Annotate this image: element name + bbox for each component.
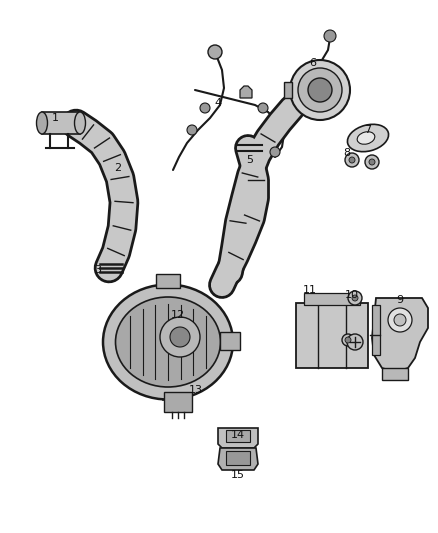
- Circle shape: [352, 295, 358, 301]
- Circle shape: [270, 147, 280, 157]
- Circle shape: [208, 45, 222, 59]
- Bar: [42, 112, 80, 134]
- Circle shape: [160, 317, 200, 357]
- Circle shape: [347, 334, 363, 350]
- Ellipse shape: [116, 297, 220, 387]
- Circle shape: [170, 327, 190, 347]
- Ellipse shape: [347, 124, 389, 152]
- Bar: [296, 303, 368, 368]
- Text: 14: 14: [231, 430, 245, 440]
- Circle shape: [342, 334, 354, 346]
- Bar: [304, 293, 360, 305]
- Text: 11: 11: [303, 285, 317, 295]
- Text: 13: 13: [189, 385, 203, 395]
- Circle shape: [324, 30, 336, 42]
- Circle shape: [394, 314, 406, 326]
- Polygon shape: [240, 86, 252, 98]
- Bar: [156, 274, 180, 288]
- Text: 8: 8: [343, 148, 350, 158]
- Bar: [164, 392, 192, 412]
- Bar: [226, 430, 250, 442]
- Polygon shape: [372, 298, 428, 372]
- Polygon shape: [218, 428, 258, 448]
- Text: 10: 10: [345, 290, 359, 300]
- Text: 12: 12: [171, 310, 185, 320]
- Bar: [284, 82, 292, 98]
- Text: 1: 1: [52, 113, 59, 123]
- Bar: [382, 368, 408, 380]
- Polygon shape: [218, 448, 258, 470]
- Text: 15: 15: [231, 470, 245, 480]
- Bar: [226, 451, 250, 465]
- Text: 9: 9: [396, 295, 403, 305]
- Text: 6: 6: [310, 58, 317, 68]
- Circle shape: [200, 103, 210, 113]
- Text: 3: 3: [95, 265, 102, 275]
- Text: 2: 2: [114, 163, 122, 173]
- Circle shape: [369, 159, 375, 165]
- Circle shape: [290, 60, 350, 120]
- Ellipse shape: [74, 112, 85, 134]
- Text: 4: 4: [215, 98, 222, 108]
- Ellipse shape: [103, 285, 233, 400]
- Circle shape: [258, 103, 268, 113]
- Polygon shape: [220, 332, 240, 350]
- Ellipse shape: [357, 132, 375, 144]
- Bar: [372, 305, 380, 355]
- Circle shape: [187, 125, 197, 135]
- Circle shape: [348, 291, 362, 305]
- Circle shape: [308, 78, 332, 102]
- Circle shape: [388, 308, 412, 332]
- Circle shape: [345, 153, 359, 167]
- Circle shape: [345, 337, 351, 343]
- Text: 7: 7: [364, 125, 371, 135]
- Circle shape: [365, 155, 379, 169]
- Ellipse shape: [36, 112, 47, 134]
- Text: 5: 5: [247, 155, 254, 165]
- Circle shape: [349, 157, 355, 163]
- Circle shape: [298, 68, 342, 112]
